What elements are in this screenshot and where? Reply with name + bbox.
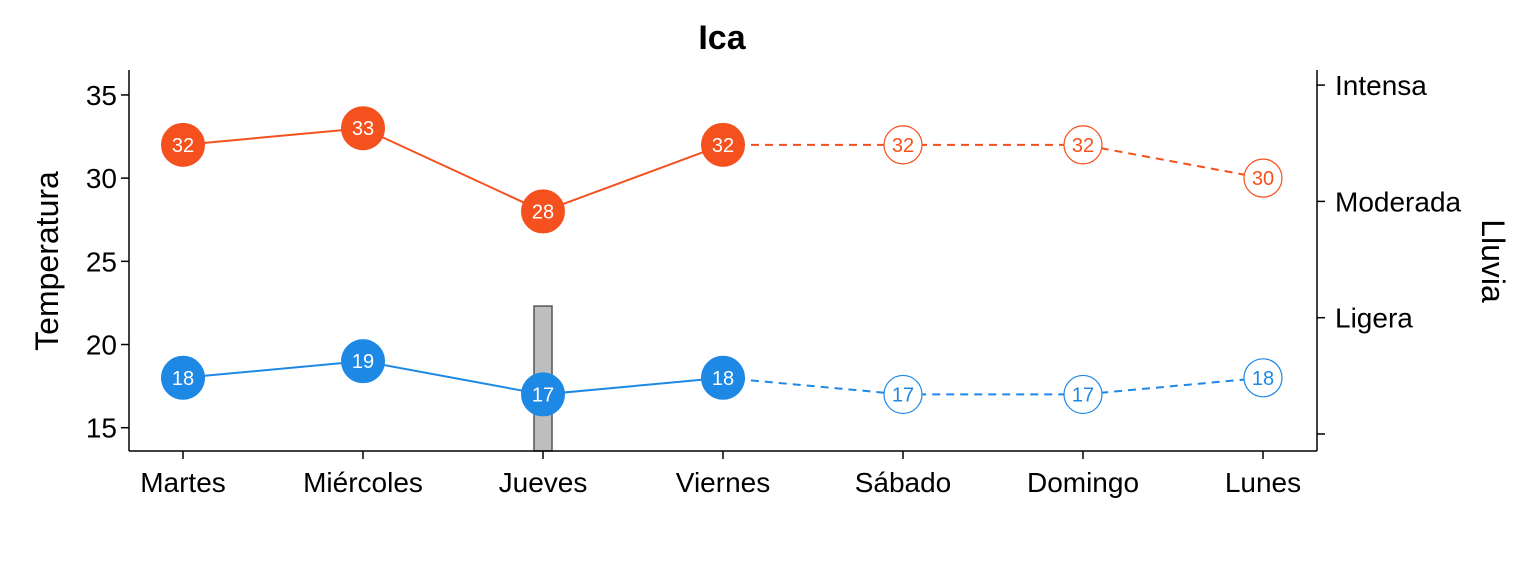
data-label: 18 [172,368,194,390]
y2-tick-label: Ligera [1335,303,1413,334]
chart-title: Ica [698,19,746,57]
data-point [161,122,205,167]
y-tick-label: 35 [86,80,117,111]
data-label: 17 [532,384,554,406]
x-tick-label: Lunes [1225,467,1301,498]
y-tick-label: 30 [86,163,117,194]
axes: 15 20 25 30 35 Martes Miércoles Jueves Viernes Sá… [86,70,1462,498]
data-label: 28 [532,201,554,223]
x-tick-label: Miércoles [303,467,423,498]
data-label: 17 [1072,384,1094,406]
y-tick-label: 20 [86,330,117,361]
x-tick-label: Domingo [1027,467,1139,498]
x-tick-label: Jueves [499,467,588,498]
x-tick-label: Viernes [676,467,770,498]
data-point [341,106,385,151]
y-axis-title: Temperatura [29,171,65,351]
data-label: 32 [712,135,734,157]
data-point [1063,374,1103,415]
series-line-observed [182,360,724,396]
data-label: 30 [1252,168,1274,190]
x-tick-label: Martes [140,467,226,498]
data-label: 18 [712,368,734,390]
y-tick-label: 25 [86,246,117,277]
series-line-observed [182,127,724,213]
data-point [883,125,923,165]
data-label: 32 [1072,135,1094,157]
y2-axis-title: Lluvia [1475,219,1511,303]
y2-tick-label: Moderada [1335,186,1462,217]
data-label: 32 [892,135,914,157]
data-label: 33 [352,118,374,140]
data-point [521,189,565,234]
x-tick-label: Sábado [855,467,952,498]
y2-tick-label: Intensa [1335,70,1427,101]
series: 32 33 28 32 32 32 30 18 19 17 18 17 17 18 [161,106,1283,417]
data-label: 18 [1252,368,1274,390]
data-point [341,339,385,384]
data-label: 19 [352,351,374,373]
data-point [1243,158,1283,198]
data-point [883,374,923,415]
data-label: 17 [892,384,914,406]
data-point [701,355,745,400]
data-point [1063,125,1103,165]
series-line-forecast [723,143,1264,180]
data-label: 32 [172,135,194,157]
y-tick-label: 15 [86,413,117,444]
series-line-forecast [722,376,1264,396]
data-point [701,122,745,167]
data-point [521,372,565,417]
data-point [1243,358,1283,398]
data-point [161,355,205,400]
